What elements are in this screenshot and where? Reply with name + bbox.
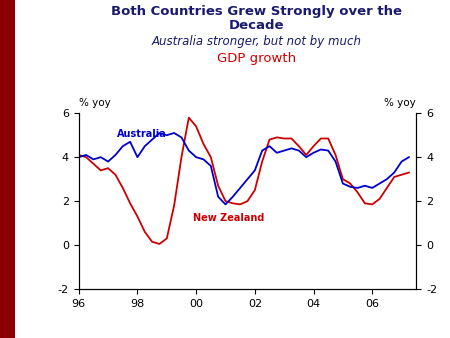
- Text: Both Countries Grew Strongly over the: Both Countries Grew Strongly over the: [111, 5, 402, 18]
- Text: % yoy: % yoy: [384, 98, 416, 108]
- Text: Australia: Australia: [117, 129, 166, 139]
- Text: New Zealand: New Zealand: [193, 213, 265, 223]
- Text: % yoy: % yoy: [79, 98, 111, 108]
- Text: GDP growth: GDP growth: [217, 52, 296, 65]
- Text: Decade: Decade: [229, 19, 284, 31]
- Text: Australia stronger, but not by much: Australia stronger, but not by much: [152, 35, 361, 48]
